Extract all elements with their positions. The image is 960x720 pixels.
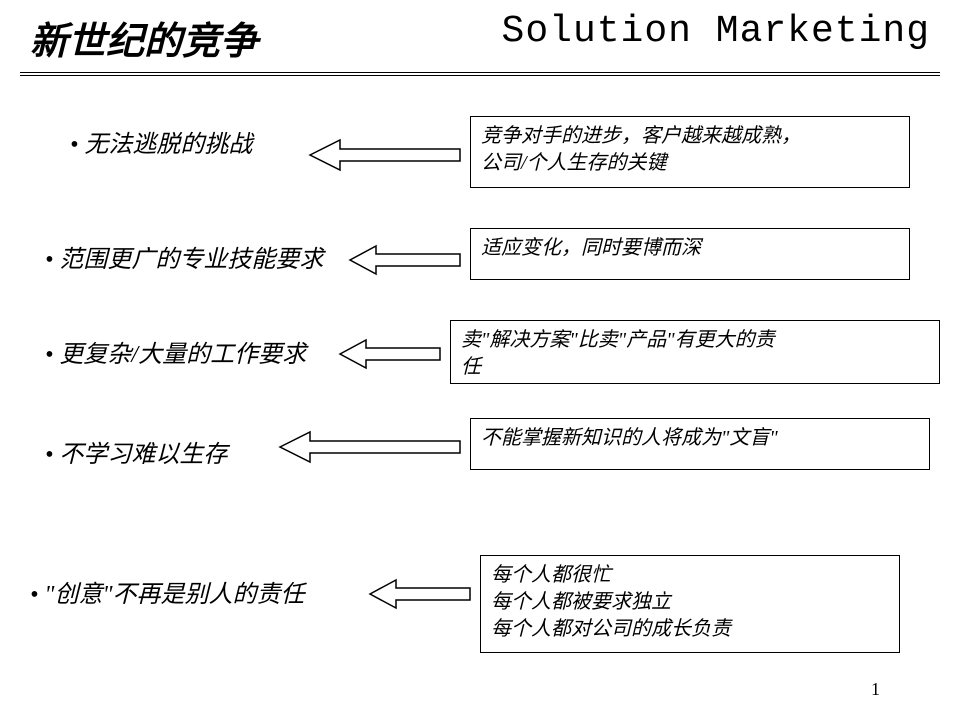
- bullet-4: 不学习难以生存: [45, 440, 227, 471]
- box-1: 竞争对手的进步，客户越来越成熟，公司/个人生存的关键: [470, 116, 910, 188]
- title-left: 新世纪的竞争: [30, 10, 258, 65]
- box-2: 适应变化，同时要博而深: [470, 228, 910, 280]
- box-5: 每个人都很忙每个人都被要求独立每个人都对公司的成长负责: [480, 555, 900, 653]
- arrow-left-icon: [310, 140, 460, 170]
- bullet-1: 无法逃脱的挑战: [70, 130, 252, 161]
- arrow-left-icon: [340, 340, 440, 368]
- box-3: 卖"解决方案"比卖"产品"有更大的责任: [450, 320, 940, 384]
- header-divider: [20, 72, 940, 76]
- slide: 新世纪的竞争 Solution Marketing 无法逃脱的挑战 竞争对手的进…: [0, 0, 960, 720]
- bullet-5: "创意"不再是别人的责任: [30, 580, 305, 611]
- bullet-2: 范围更广的专业技能要求: [45, 245, 323, 276]
- arrow-left-icon: [370, 580, 470, 608]
- header: 新世纪的竞争 Solution Marketing: [20, 10, 940, 70]
- box-4: 不能掌握新知识的人将成为"文盲": [470, 418, 930, 470]
- page-number: 1: [871, 679, 880, 700]
- title-right: Solution Marketing: [502, 10, 930, 53]
- arrow-left-icon: [280, 432, 460, 462]
- bullet-3: 更复杂/大量的工作要求: [45, 340, 306, 371]
- arrow-left-icon: [350, 246, 460, 274]
